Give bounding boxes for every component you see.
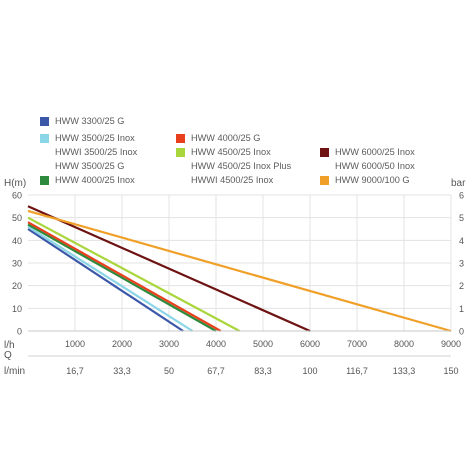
x2-tick-label: 100: [302, 366, 317, 376]
left-axis-label: H(m): [4, 178, 26, 189]
q-label: Q: [4, 350, 12, 361]
legend-swatch: [320, 175, 329, 185]
x2-tick-label: 116,7: [346, 366, 368, 376]
x2-unit-label: l/min: [4, 366, 25, 377]
right-axis-label: bar: [451, 178, 466, 189]
x-tick-label: 7000: [347, 339, 367, 349]
series-line: [27, 209, 452, 333]
x2-tick-label: 67,7: [207, 366, 225, 376]
legend-label: HWW 9000/100 G: [335, 175, 410, 185]
x-tick-label: 8000: [394, 339, 414, 349]
legend-spacer: [40, 162, 49, 171]
x-tick-label: 9000: [441, 339, 461, 349]
legend-item: HWW 3300/25 G: [40, 116, 124, 126]
legend-label: HWWI 4500/25 Inox: [191, 175, 274, 185]
x2-tick-label: 16,7: [66, 366, 84, 376]
x2-tick-label: 83,3: [254, 366, 272, 376]
y-tick-label: 60: [12, 191, 22, 201]
legend-item: HWWI 3500/25 Inox: [40, 147, 137, 157]
legend-label: HWW 4500/25 Inox: [191, 147, 271, 157]
legend-label: HWW 4500/25 Inox Plus: [191, 161, 292, 171]
legend-spacer: [320, 162, 329, 171]
y-tick-label: 30: [12, 259, 22, 269]
y2-tick-label: 1: [459, 304, 464, 314]
legend-item: HWW 9000/100 G: [320, 175, 410, 185]
legend-item: HWW 4500/25 Inox: [176, 147, 271, 157]
legend-item: HWW 4500/25 Inox Plus: [176, 161, 291, 171]
series-line: [27, 205, 311, 333]
axes: H(m) bar l/h Q l/min: [4, 178, 466, 377]
x2-tick-label: 150: [443, 366, 458, 376]
x-tick-label: 5000: [253, 339, 273, 349]
x-tick-label: 1000: [65, 339, 85, 349]
x-tick-label: 3000: [159, 339, 179, 349]
y-tick-label: 40: [12, 236, 22, 246]
x-tick-label: 4000: [206, 339, 226, 349]
y-tick-label: 10: [12, 304, 22, 314]
legend-item: HWWI 4500/25 Inox: [176, 175, 273, 185]
series-line: [27, 223, 217, 332]
legend-label: HWW 3500/25 G: [55, 161, 125, 171]
legend-swatch: [176, 133, 185, 143]
y2-tick-label: 6: [459, 191, 464, 201]
legend-item: HWW 3500/25 G: [40, 161, 124, 171]
legend-swatch: [40, 175, 49, 185]
grid: [28, 194, 452, 357]
y2-tick-label: 4: [459, 236, 464, 246]
legend-item: HWW 4000/25 Inox: [40, 175, 135, 185]
legend-spacer: [176, 176, 185, 185]
y2-tick-label: 5: [459, 213, 464, 223]
legend-label: HWW 4000/25 G: [191, 133, 261, 143]
y-tick-label: 20: [12, 281, 22, 291]
x-tick-label: 2000: [112, 339, 132, 349]
x2-tick-label: 133,3: [393, 366, 416, 376]
legend-item: HWW 6000/50 Inox: [320, 161, 415, 171]
y2-tick-label: 3: [459, 259, 464, 269]
x2-tick-label: 50: [164, 366, 174, 376]
legend-label: HWW 6000/50 Inox: [335, 161, 415, 171]
x-unit-label: l/h: [4, 340, 15, 351]
legend-swatch: [40, 116, 49, 126]
legend-label: HWW 3300/25 G: [55, 116, 125, 126]
legend-spacer: [40, 148, 49, 157]
legend-spacer: [176, 162, 185, 171]
legend-item: HWW 4000/25 G: [176, 133, 260, 143]
legend-swatch: [176, 147, 185, 157]
x-tick-label: 6000: [300, 339, 320, 349]
y-tick-label: 50: [12, 213, 22, 223]
series-lines: [27, 205, 452, 333]
legend-label: HWW 6000/25 Inox: [335, 147, 415, 157]
legend-item: HWW 6000/25 Inox: [320, 147, 415, 157]
legend-label: HWWI 3500/25 Inox: [55, 147, 138, 157]
legend-label: HWW 4000/25 Inox: [55, 175, 135, 185]
y2-tick-label: 2: [459, 281, 464, 291]
legend-swatch: [40, 133, 49, 143]
tick-labels: 0 0 10 1 20 2 30 3 40 4 50 5 60 6 1000 16,7 2000 33,3 3000…: [12, 191, 464, 377]
series-line: [27, 221, 222, 332]
x2-tick-label: 33,3: [113, 366, 131, 376]
series-line: [27, 225, 194, 332]
y2-tick-label: 0: [459, 327, 464, 337]
series-line: [27, 216, 241, 332]
legend-swatch: [320, 147, 329, 157]
legend-item: HWW 3500/25 Inox: [40, 133, 135, 143]
series-line: [27, 228, 184, 332]
y-tick-label: 0: [17, 327, 22, 337]
legend-label: HWW 3500/25 Inox: [55, 133, 135, 143]
